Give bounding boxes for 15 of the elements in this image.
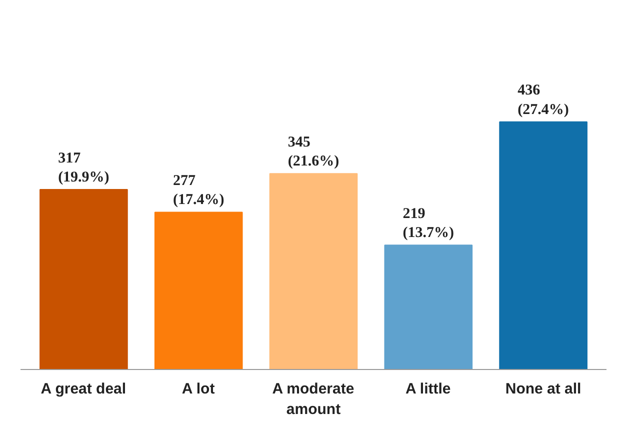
data-label: 277 (17.4%): [172, 173, 224, 208]
data-label: 219 (13.7%): [402, 206, 454, 242]
bar: [40, 188, 128, 370]
bar: [269, 173, 358, 370]
data-label: 345 (21.6%): [288, 134, 340, 170]
x-tick-label: A moderate amount: [272, 380, 354, 418]
bar: [499, 121, 588, 370]
bar: [384, 244, 473, 370]
x-tick-label: None at all: [505, 380, 582, 398]
data-label: 317 (19.9%): [58, 150, 110, 186]
bar: [154, 212, 243, 370]
x-tick-label: A little: [405, 380, 451, 398]
data-label: 436 (27.4%): [518, 82, 569, 118]
x-tick-label: A lot: [182, 380, 215, 398]
x-tick-label: A great deal: [40, 380, 126, 398]
